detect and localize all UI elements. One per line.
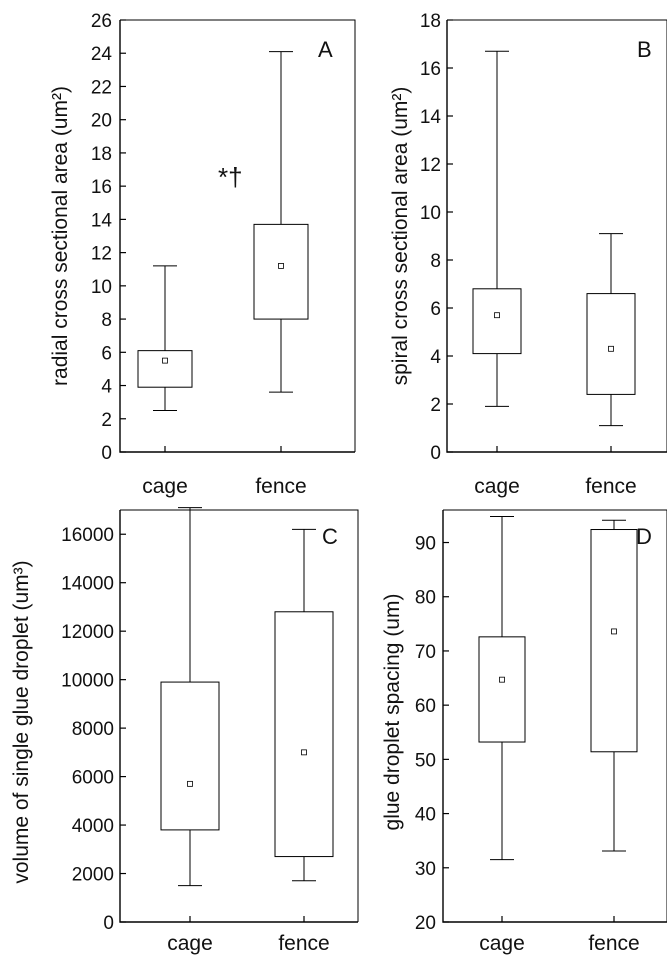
panel-a-ytick-label: 14 <box>91 210 113 231</box>
panel-d-cage-box <box>478 636 526 743</box>
panel-a-xtick-fence: fence <box>255 475 306 498</box>
panel-d-ytick-label: 40 <box>415 805 436 826</box>
panel-b-frame <box>447 19 667 452</box>
panel-d-ytick-label: 80 <box>415 588 436 609</box>
panel-c-fence-box <box>274 611 334 858</box>
panel-d: 20 30 40 50 60 70 80 90 D glue droplet spacing … <box>381 509 667 955</box>
panel-d-ytick-label: 60 <box>415 696 436 717</box>
panel-a-ytick-label: 4 <box>101 377 112 398</box>
panel-c-cage-box <box>160 681 220 831</box>
panel-d-xtick-fence: fence <box>588 932 639 955</box>
panel-d-xtick-cage: cage <box>479 932 525 955</box>
panel-c-label: C <box>322 524 338 549</box>
panel-c-ytick-label: 10000 <box>61 671 114 692</box>
panel-c-ytick-label: 4000 <box>72 816 114 837</box>
panel-b-ytick-label: 8 <box>430 251 441 272</box>
panel-d-label: D <box>636 524 652 549</box>
panel-b-ylabel: spiral cross sectional area (um²) <box>389 87 412 386</box>
panel-d-ytick-label: 20 <box>415 913 436 934</box>
panel-b-cage-box <box>472 288 522 355</box>
panel-d-ylabel: glue droplet spacing (um) <box>381 594 404 831</box>
panel-c-ytick-label: 0 <box>103 913 114 934</box>
panel-c-ytick-label: 6000 <box>72 768 114 789</box>
panel-a-ytick-label: 26 <box>91 11 112 32</box>
panel-b-xtick-cage: cage <box>474 475 520 498</box>
panel-b-ytick-label: 18 <box>420 11 441 32</box>
panel-b-xtick-fence: fence <box>585 475 636 498</box>
panel-a-ytick-label: 0 <box>101 443 112 464</box>
panel-a-ytick-label: 16 <box>91 177 112 198</box>
panel-b-fence-median-marker <box>608 345 614 352</box>
panel-b-ytick-label: 16 <box>420 59 441 80</box>
panel-b-ytick-label: 6 <box>430 299 441 320</box>
panel-a-frame <box>120 19 356 452</box>
panel-c-ytick-label: 8000 <box>72 719 114 740</box>
panel-a-ytick-label: 10 <box>91 277 112 298</box>
panel-a-label: A <box>318 37 333 62</box>
panel-a-ytick-label: 2 <box>101 410 112 431</box>
panel-a-ytick-label: 18 <box>91 144 112 165</box>
panel-c-ytick-label: 2000 <box>72 865 114 886</box>
panel-a-ytick-label: 24 <box>91 44 113 65</box>
panel-b-ytick-label: 12 <box>420 155 441 176</box>
panel-c-ytick-label: 16000 <box>61 525 114 546</box>
panel-b-marks: 0 2 4 6 8 10 12 14 16 18 <box>420 11 636 464</box>
panel-c-ytick-label: 12000 <box>61 622 114 643</box>
panel-c-cage-median-marker <box>187 780 193 787</box>
panel-d-frame <box>443 509 667 922</box>
panel-c-ytick-label: 14000 <box>61 574 114 595</box>
significance-annotation: *† <box>218 162 243 192</box>
panel-a-ylabel: radial cross sectional area (um²) <box>49 86 72 386</box>
panel-d-ytick-label: 90 <box>415 534 436 555</box>
panel-a-ytick-label: 20 <box>91 111 112 132</box>
panel-d-fence-median-marker <box>611 628 617 635</box>
panel-a-cage-median-marker <box>162 357 168 364</box>
panel-d-fence-box <box>590 529 638 753</box>
panel-b-label: B <box>637 37 652 62</box>
panel-b-cage-median-marker <box>494 312 500 319</box>
panel-c-marks: 0 2000 4000 6000 8000 10000 12000 14000 16000 <box>61 507 334 934</box>
panel-a-cage-box <box>137 350 193 388</box>
panel-d-cage-median-marker <box>499 676 505 683</box>
panel-c-ylabel: volume of single glue droplet (um³) <box>10 560 33 883</box>
panel-c-frame <box>120 509 359 922</box>
panel-c-xtick-fence: fence <box>278 932 329 955</box>
panel-b-ytick-label: 0 <box>430 443 441 464</box>
panel-b-ytick-label: 10 <box>420 203 441 224</box>
panel-a-fence-median-marker <box>278 263 284 269</box>
panel-a-fence-box <box>253 223 309 320</box>
panel-d-marks: 20 30 40 50 60 70 80 90 <box>415 516 638 934</box>
panel-c-fence-median-marker <box>301 749 307 756</box>
panel-b-ytick-label: 14 <box>420 107 442 128</box>
panel-b-ytick-label: 4 <box>430 347 441 368</box>
panel-c-xtick-cage: cage <box>167 932 213 955</box>
panel-a-ytick-label: 12 <box>91 244 112 265</box>
panel-b-fence-box <box>586 293 636 395</box>
panel-a-ytick-label: 8 <box>101 310 112 331</box>
panel-a-xtick-cage: cage <box>142 475 188 498</box>
panel-a-ytick-label: 6 <box>101 343 112 364</box>
panel-a-ytick-label: 22 <box>91 77 112 98</box>
panel-d-ytick-label: 30 <box>415 859 436 880</box>
panel-b: 0 2 4 6 8 10 12 14 16 18 B spiral cross sectional… <box>389 11 667 498</box>
panel-b-ytick-label: 2 <box>430 395 441 416</box>
panel-d-ytick-label: 50 <box>415 750 436 771</box>
panel-d-ytick-label: 70 <box>415 642 436 663</box>
